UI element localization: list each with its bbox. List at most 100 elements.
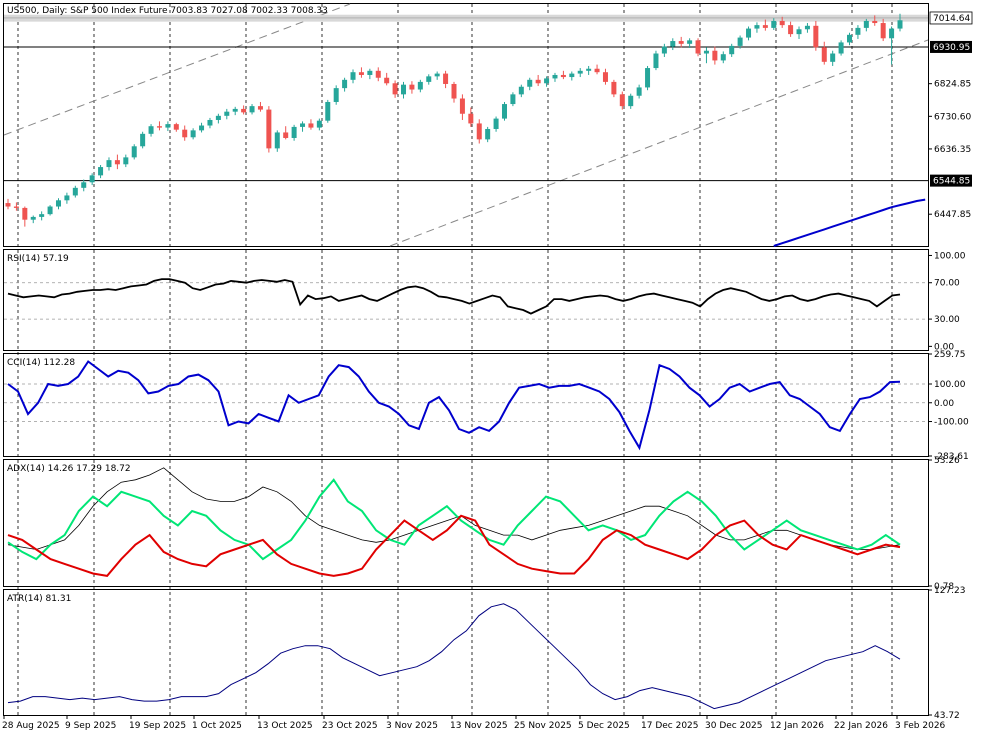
adx-main-line	[7, 467, 901, 550]
candle-body	[653, 53, 659, 69]
candle-body	[426, 76, 432, 82]
candle-body	[392, 83, 398, 95]
x-axis: 28 Aug 2025 9 Sep 2025 19 Sep 2025 1 Oct 20…	[2, 715, 946, 731]
adx-y-tick-label: 53.26	[934, 456, 960, 466]
adx-panel-frame	[3, 459, 929, 587]
candle-body	[89, 175, 95, 183]
candle-body	[224, 111, 230, 116]
candle-body	[737, 37, 743, 46]
cci-y-tick-label: 100.00	[934, 380, 966, 390]
x-tick-label: 28 Aug 2025	[2, 721, 60, 731]
candle-body	[779, 20, 785, 26]
candle-body	[190, 130, 196, 138]
y-tick-label: 6824.85	[934, 80, 971, 90]
atr-panel-frame	[3, 589, 929, 716]
candle-body	[148, 126, 154, 134]
adx-title: ADX(14) 14.26 17.29 18.72	[7, 464, 131, 474]
rsi-line	[7, 278, 901, 315]
candle-body	[594, 68, 600, 73]
candle-body	[232, 108, 238, 112]
rsi-y-tick-label: 0.00	[934, 342, 954, 352]
candle-body	[661, 46, 667, 54]
x-tick-label: 23 Oct 2025	[322, 721, 378, 731]
candle-body	[367, 70, 373, 75]
candle-body	[55, 200, 61, 207]
candle-body	[434, 73, 440, 77]
x-tick-label: 17 Dec 2025	[641, 721, 699, 731]
candle-body	[308, 123, 314, 128]
candle-body	[459, 98, 465, 114]
cci-line	[7, 360, 901, 451]
candle-body	[838, 42, 844, 54]
candle-body	[266, 109, 272, 149]
candle-body	[602, 72, 608, 82]
candle-body	[207, 119, 213, 126]
rsi-y-tick-label: 100.00	[934, 251, 966, 261]
candle-body	[645, 68, 651, 88]
x-tick-label: 1 Oct 2025	[192, 721, 242, 731]
candle-body	[880, 23, 886, 39]
candle-body	[586, 68, 592, 71]
level-2-price-tag-bg	[930, 174, 972, 187]
candle-body	[316, 120, 322, 128]
candle-body	[39, 214, 45, 217]
x-tick-label: 9 Sep 2025	[65, 721, 116, 731]
level-1-price-tag: 6930.95	[933, 43, 970, 53]
candle-body	[762, 25, 768, 28]
candle-body	[350, 72, 356, 80]
cci-y-tick-label: 0.00	[934, 399, 954, 409]
rsi-y-tick-label: 30.00	[934, 315, 960, 325]
x-tick-label: 30 Dec 2025	[705, 721, 763, 731]
candle-body	[30, 216, 36, 220]
candle-body	[443, 73, 449, 84]
candle-body	[746, 28, 752, 38]
candle-body	[182, 129, 188, 138]
cci-panel: 259.75 100.00 0.00 -100.00 -283.61 CCI(14) 11…	[4, 350, 969, 462]
adx-y-tick-label: 0.78	[934, 582, 954, 592]
candle-body	[5, 203, 11, 207]
candle-body	[283, 132, 289, 138]
cci-panel-frame	[3, 353, 929, 457]
x-tick-label: 12 Jan 2026	[770, 721, 824, 731]
candle-body	[720, 54, 726, 61]
candle-body	[493, 118, 499, 129]
x-tick-label: 3 Nov 2025	[386, 721, 438, 731]
candle-body	[703, 50, 709, 54]
candle-body	[384, 77, 390, 84]
candle-body	[114, 160, 120, 165]
adx-panel: 53.26 0.78 ADX(14) 14.26 17.29 18.72	[7, 456, 960, 592]
candle-body	[577, 70, 583, 74]
candle-body	[670, 41, 676, 47]
cci-title: CCI(14) 112.28	[7, 358, 75, 368]
rsi-title: RSI(14) 57.19	[7, 254, 69, 264]
lower-trendline	[389, 39, 929, 247]
candle-body	[64, 195, 70, 201]
x-tick-label: 13 Nov 2025	[450, 721, 508, 731]
candle-body	[291, 126, 297, 138]
minus-di-line	[7, 514, 901, 577]
candle-body	[325, 101, 331, 121]
candle-body	[569, 73, 575, 78]
candle-body	[468, 113, 474, 124]
atr-y-tick-label: 43.72	[934, 711, 960, 721]
price-panel: 6824.85 6730.60 6636.35 6447.85 7014.64 6930.…	[3, 3, 973, 247]
candle-body	[140, 133, 146, 147]
candle-body	[889, 28, 895, 39]
candle-body	[804, 25, 810, 30]
candle-body	[872, 20, 878, 24]
x-tick-label: 5 Dec 2025	[578, 721, 630, 731]
candle-body	[544, 78, 550, 84]
candle-body	[863, 20, 869, 28]
rsi-panel: 100.00 70.00 30.00 0.00 RSI(14) 57.19	[4, 251, 966, 352]
candle-body	[687, 40, 693, 44]
candle-body	[451, 83, 457, 99]
candle-body	[830, 53, 836, 62]
candle-body	[788, 25, 794, 35]
candle-body	[123, 157, 129, 165]
y-tick-label: 6636.35	[934, 145, 971, 155]
atr-y-tick-label: 127.23	[934, 586, 966, 596]
candle-body	[813, 25, 819, 48]
candle-body	[358, 72, 364, 75]
x-tick-label: 25 Nov 2025	[514, 721, 572, 731]
candle-body	[695, 40, 701, 54]
